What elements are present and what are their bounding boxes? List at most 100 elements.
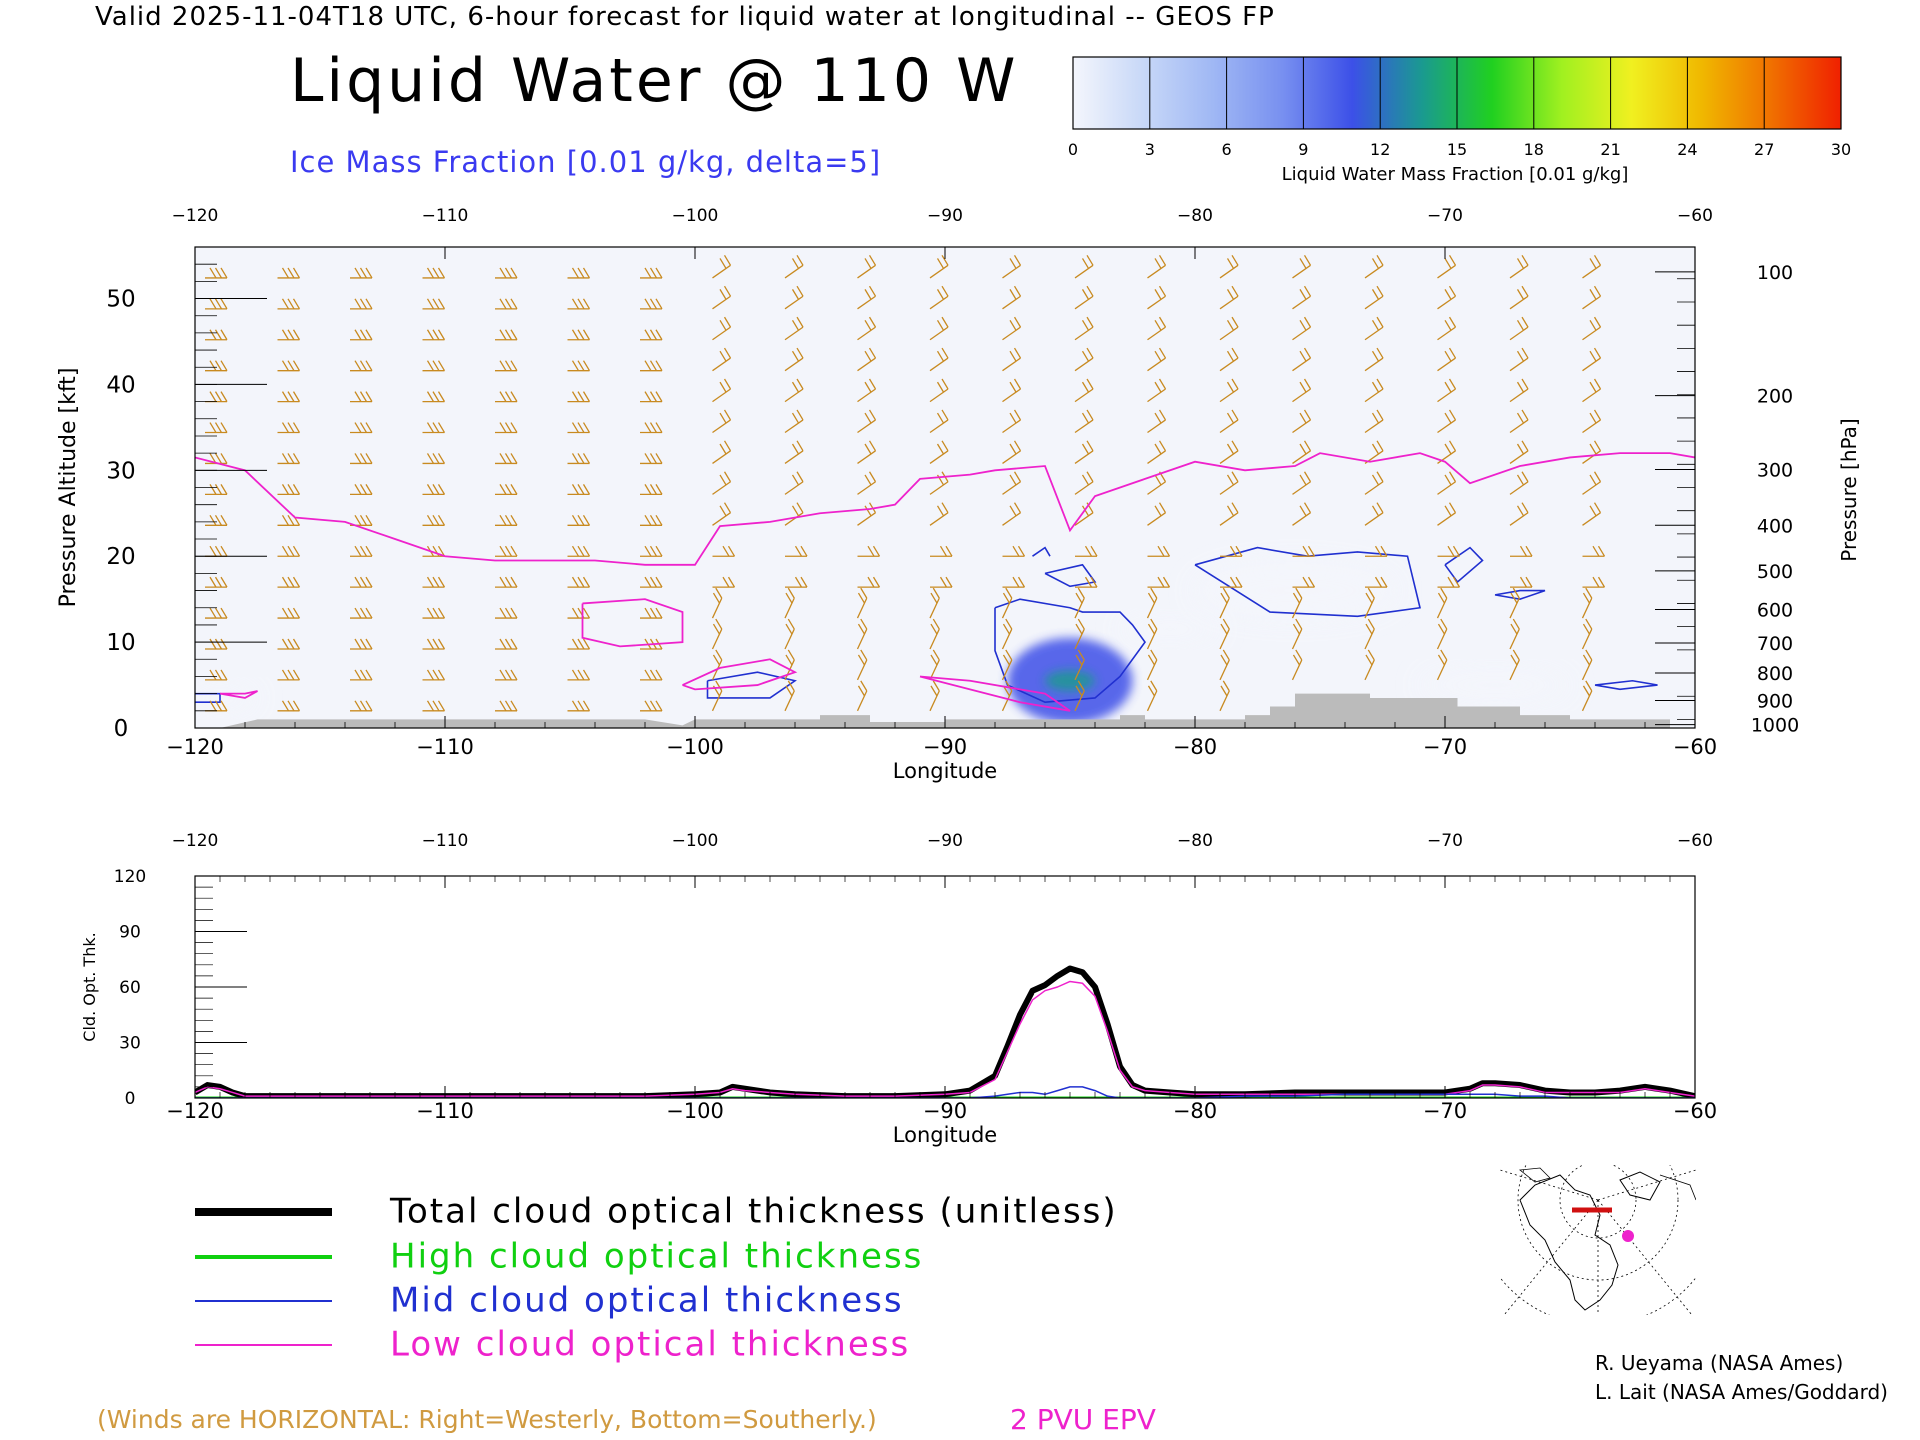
wind-barb bbox=[1146, 618, 1158, 650]
wind-barb-feather bbox=[1081, 505, 1090, 517]
wind-barb-staff bbox=[857, 388, 876, 403]
wind-barb bbox=[205, 576, 228, 588]
wind-barb-feather bbox=[426, 422, 435, 433]
wind-barb bbox=[1220, 576, 1243, 588]
wind-barb-feather bbox=[571, 484, 580, 495]
map-meridian bbox=[1503, 1199, 1599, 1315]
wind-barb bbox=[929, 254, 949, 279]
wind-barb-feather bbox=[437, 453, 446, 464]
wind-barb bbox=[1581, 680, 1593, 712]
wind-barb-feather bbox=[857, 623, 866, 635]
colorbar-tick-label: 18 bbox=[1524, 140, 1544, 159]
wind-barb-feather bbox=[932, 618, 940, 630]
wind-barb-feather bbox=[1376, 409, 1384, 421]
wind-barb-feather bbox=[723, 316, 732, 328]
wind-barb-feather bbox=[1303, 409, 1312, 421]
wind-barb-feather bbox=[1147, 592, 1156, 604]
legend-label-high: High cloud optical thickness bbox=[390, 1237, 923, 1277]
wind-barb-staff bbox=[1437, 388, 1456, 403]
wind-barb bbox=[929, 378, 949, 403]
wind-barb-staff bbox=[1364, 357, 1384, 372]
wind-barb-staff bbox=[1147, 450, 1166, 464]
x-tick-label-top: −100 bbox=[672, 206, 719, 226]
wind-barb-feather bbox=[1376, 347, 1384, 359]
wind-barb-feather bbox=[292, 700, 301, 712]
opt-y-tick-label: 60 bbox=[119, 978, 141, 998]
wind-barb-feather bbox=[354, 669, 362, 681]
credit-line-2: L. Lait (NASA Ames/Goddard) bbox=[1595, 1380, 1888, 1404]
wind-barb-staff bbox=[929, 450, 949, 464]
wind-barb-feather bbox=[794, 545, 803, 557]
wind-barb-feather bbox=[1371, 505, 1380, 517]
wind-barb-staff bbox=[784, 388, 804, 403]
wind-barb-feather bbox=[281, 298, 290, 310]
wind-barb-feather bbox=[936, 289, 945, 300]
wind-barb bbox=[1002, 347, 1022, 372]
wind-barb-feather bbox=[220, 607, 228, 619]
wind-barb bbox=[1364, 347, 1384, 372]
wind-barb-feather bbox=[1521, 285, 1529, 297]
wind-barb bbox=[712, 378, 732, 403]
wind-barb-feather bbox=[582, 422, 591, 433]
wind-barb bbox=[784, 285, 804, 310]
wind-barb-feather bbox=[1371, 350, 1380, 362]
wind-barb bbox=[1074, 378, 1094, 403]
wind-barb bbox=[567, 391, 591, 403]
wind-barb-feather bbox=[1086, 440, 1094, 452]
wind-barb bbox=[1364, 471, 1384, 495]
wind-barb bbox=[277, 545, 301, 557]
wind-barb-feather bbox=[864, 258, 872, 269]
wind-barb-staff bbox=[1437, 264, 1456, 279]
wind-barb-staff bbox=[1509, 264, 1529, 279]
wind-barb-feather bbox=[1303, 254, 1312, 266]
wind-barb-staff bbox=[1002, 264, 1021, 279]
wind-barb-feather bbox=[1519, 576, 1528, 588]
wind-barb-feather bbox=[644, 422, 652, 433]
wind-barb-feather bbox=[1376, 316, 1384, 328]
wind-barb bbox=[422, 484, 446, 496]
wind-barb-staff bbox=[1219, 628, 1230, 650]
wind-barb-staff bbox=[1582, 450, 1601, 464]
wind-barb bbox=[205, 638, 228, 650]
wind-barb-feather bbox=[655, 484, 663, 495]
wind-barb bbox=[712, 254, 732, 279]
wind-barb bbox=[1074, 680, 1085, 712]
wind-barb-staff bbox=[1436, 628, 1448, 650]
optical-thickness-plot: −120 −120 −110 −110 −100 −100 −90 −90 −80 −80 −70 −… bbox=[80, 831, 1717, 1147]
wind-barb bbox=[1582, 409, 1602, 434]
wind-barb-feather bbox=[209, 607, 217, 619]
wind-barb-feather bbox=[220, 576, 228, 588]
cross-section-background bbox=[195, 247, 1695, 728]
wind-barb-feather bbox=[1525, 545, 1533, 557]
wind-barb-staff bbox=[1002, 481, 1021, 495]
wind-barb-feather bbox=[1299, 474, 1307, 486]
wind-barb-feather bbox=[715, 680, 723, 692]
wind-barb-feather bbox=[510, 700, 518, 712]
pressure-tick-label: 600 bbox=[1757, 599, 1793, 621]
wind-barb-feather bbox=[712, 654, 721, 666]
wind-barb-feather bbox=[437, 576, 446, 588]
wind-barb-feather bbox=[220, 360, 228, 372]
wind-barb bbox=[1074, 440, 1094, 464]
wind-barb bbox=[205, 422, 228, 434]
winds-note: (Winds are HORIZONTAL: Right=Westerly, B… bbox=[97, 1405, 877, 1434]
wind-barb-staff bbox=[929, 419, 949, 434]
wind-barb-staff bbox=[1509, 512, 1529, 526]
wind-barb-feather bbox=[1009, 381, 1017, 393]
wind-barb-feather bbox=[1013, 285, 1022, 297]
wind-barb-feather bbox=[1302, 545, 1310, 557]
wind-barb-feather bbox=[796, 254, 804, 266]
wind-barb-feather bbox=[577, 576, 585, 588]
wind-barb-feather bbox=[432, 360, 440, 372]
wind-barb-staff bbox=[1292, 512, 1311, 526]
wind-barb bbox=[1582, 545, 1606, 557]
wind-barb-feather bbox=[649, 514, 658, 526]
wind-barb-feather bbox=[1292, 623, 1301, 635]
wind-barb-feather bbox=[1081, 381, 1090, 393]
wind-barb-feather bbox=[1521, 409, 1529, 421]
wind-barb bbox=[640, 453, 663, 465]
wind-barb-staff bbox=[1437, 326, 1456, 341]
wind-barb-feather bbox=[577, 453, 585, 464]
wind-barb-feather bbox=[1012, 545, 1020, 557]
wind-barb-feather bbox=[1299, 319, 1307, 331]
